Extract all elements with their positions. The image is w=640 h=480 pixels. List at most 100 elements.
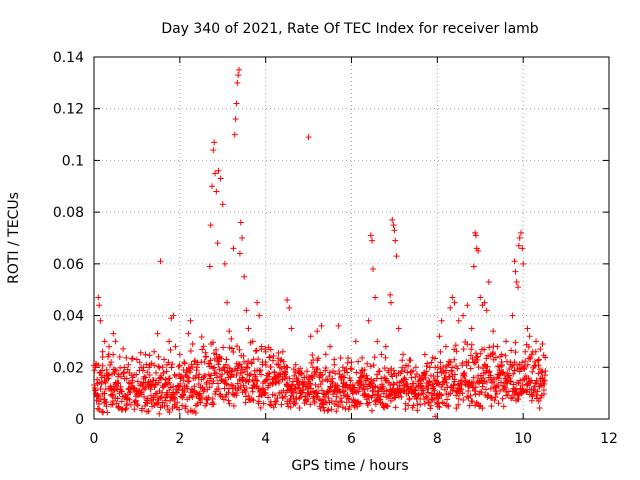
noise-point <box>262 348 269 355</box>
data-point <box>512 268 519 275</box>
data-point <box>533 338 540 345</box>
data-point <box>470 263 477 270</box>
noise-point <box>357 400 364 407</box>
noise-point <box>267 346 274 353</box>
noise-point <box>210 401 217 408</box>
noise-point <box>331 356 338 363</box>
noise-point <box>364 375 371 382</box>
axis-ticks <box>93 56 610 420</box>
noise-point <box>292 400 299 407</box>
noise-point <box>263 377 270 384</box>
noise-point <box>502 352 509 359</box>
noise-point <box>151 362 158 369</box>
noise-point <box>239 374 246 381</box>
noise-point <box>498 363 505 370</box>
noise-point <box>516 368 523 375</box>
noise-point <box>364 393 371 400</box>
noise-point <box>343 399 350 406</box>
data-point <box>232 116 239 123</box>
data-point <box>464 302 471 309</box>
noise-point <box>120 345 127 352</box>
noise-point <box>529 368 536 375</box>
noise-point <box>531 363 538 370</box>
noise-point <box>468 379 475 386</box>
noise-point <box>142 384 149 391</box>
noise-point <box>466 402 473 409</box>
noise-point <box>353 369 360 376</box>
noise-point <box>392 394 399 401</box>
noise-point <box>449 364 456 371</box>
data-point <box>284 297 291 304</box>
noise-point <box>468 341 475 348</box>
noise-point <box>472 402 479 409</box>
noise-point <box>402 376 409 383</box>
data-point <box>221 260 228 267</box>
noise-point <box>240 352 247 359</box>
noise-point <box>440 364 447 371</box>
data-point <box>176 351 183 358</box>
noise-point <box>332 370 339 377</box>
data-point <box>266 353 273 360</box>
data-point <box>485 278 492 285</box>
noise-point <box>498 379 505 386</box>
noise-point <box>412 387 419 394</box>
noise-point <box>240 382 247 389</box>
noise-point <box>377 396 384 403</box>
noise-point <box>209 339 216 346</box>
noise-point <box>472 350 479 357</box>
noise-point <box>533 377 540 384</box>
data-point <box>389 216 396 223</box>
noise-point <box>282 369 289 376</box>
noise-point <box>376 368 383 375</box>
noise-point <box>91 367 98 374</box>
x-tick-label: 2 <box>175 431 184 447</box>
noise-point <box>163 368 170 375</box>
data-point <box>352 338 359 345</box>
noise-point <box>484 363 491 370</box>
noise-point <box>111 366 118 373</box>
data-point <box>339 364 346 371</box>
noise-point <box>419 385 426 392</box>
chart-title: Day 340 of 2021, Rate Of TEC Index for r… <box>161 21 538 37</box>
noise-point <box>258 371 265 378</box>
noise-point <box>424 385 431 392</box>
noise-point <box>155 353 162 360</box>
noise-point <box>96 406 103 413</box>
data-point <box>279 348 286 355</box>
noise-point <box>164 402 171 409</box>
noise-point <box>199 395 206 402</box>
noise-point <box>270 404 277 411</box>
noise-point <box>346 403 353 410</box>
noise-point <box>455 401 462 408</box>
noise-point <box>333 408 340 415</box>
noise-point <box>301 379 308 386</box>
noise-point <box>532 348 539 355</box>
noise-point <box>399 357 406 364</box>
noise-point <box>493 383 500 390</box>
noise-point <box>158 393 165 400</box>
noise-point <box>374 371 381 378</box>
noise-point <box>467 352 474 359</box>
noise-point <box>169 361 176 368</box>
noise-point <box>104 409 111 416</box>
noise-point <box>464 341 471 348</box>
noise-point <box>176 406 183 413</box>
noise-point <box>426 378 433 385</box>
noise-point <box>265 373 272 380</box>
noise-point <box>407 357 414 364</box>
data-point <box>472 232 479 239</box>
data-point <box>172 343 179 350</box>
noise-point <box>405 402 412 409</box>
noise-point <box>188 361 195 368</box>
noise-point <box>215 385 222 392</box>
data-point <box>387 299 394 306</box>
noise-point <box>327 384 334 391</box>
data-point <box>436 333 443 340</box>
noise-point <box>326 373 333 380</box>
data-point <box>327 343 334 350</box>
y-tick-label: 0.06 <box>53 257 84 273</box>
noise-point <box>213 346 220 353</box>
noise-point <box>164 380 171 387</box>
noise-point <box>330 391 337 398</box>
noise-point <box>436 404 443 411</box>
